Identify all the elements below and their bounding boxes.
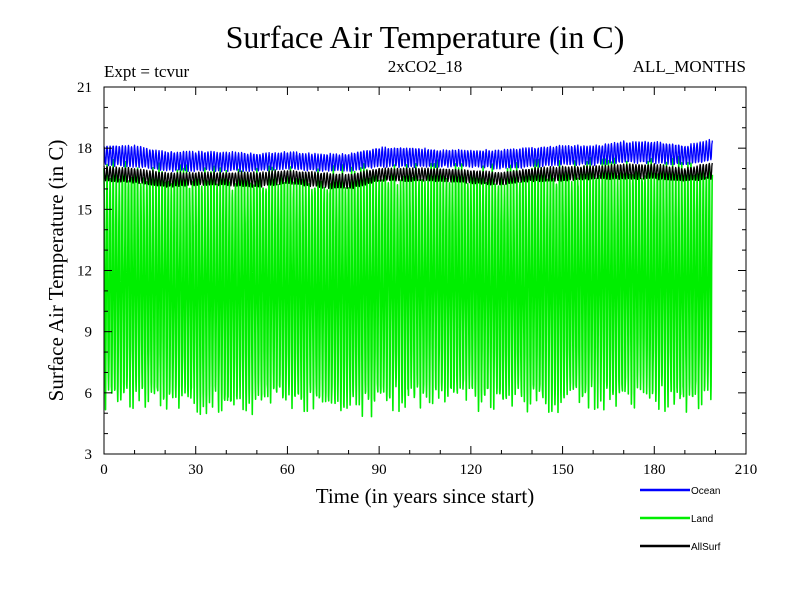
chart-subtitle: 2xCO2_18 (388, 57, 463, 76)
x-tick-label: 150 (551, 462, 574, 478)
legend: Ocean Land AllSurf (640, 486, 721, 553)
y-tick-label: 21 (77, 80, 92, 96)
x-tick-label: 210 (735, 462, 758, 478)
legend-label-allsurf: AllSurf (691, 542, 721, 553)
y-tick-label: 18 (77, 141, 92, 157)
legend-label-land: Land (691, 514, 713, 525)
axes: 0 30 60 90 120 150 180 210 3 6 9 12 15 18 21 (77, 80, 757, 478)
y-tick-label: 12 (77, 264, 92, 280)
chart-title: Surface Air Temperature (in C) (226, 19, 625, 55)
x-tick-label: 180 (643, 462, 666, 478)
y-tick-label: 15 (77, 202, 92, 218)
x-tick-label: 90 (372, 462, 387, 478)
x-tick-label: 120 (460, 462, 483, 478)
series-line-land (103, 155, 714, 418)
x-axis-label: Time (in years since start) (316, 484, 535, 508)
x-tick-label: 30 (188, 462, 203, 478)
x-tick-label: 60 (280, 462, 295, 478)
expt-label: Expt = tcvur (104, 62, 189, 81)
period-label: ALL_MONTHS (633, 57, 746, 76)
y-axis-label: Surface Air Temperature (in C) (44, 140, 68, 402)
series-line-allsurf (103, 162, 713, 190)
y-tick-label: 6 (85, 386, 93, 402)
legend-label-ocean: Ocean (691, 486, 720, 497)
x-tick-label: 0 (100, 462, 108, 478)
plot-area (103, 138, 714, 418)
series-line-ocean (103, 138, 714, 173)
y-tick-label: 9 (85, 325, 93, 341)
y-tick-label: 3 (85, 447, 93, 463)
